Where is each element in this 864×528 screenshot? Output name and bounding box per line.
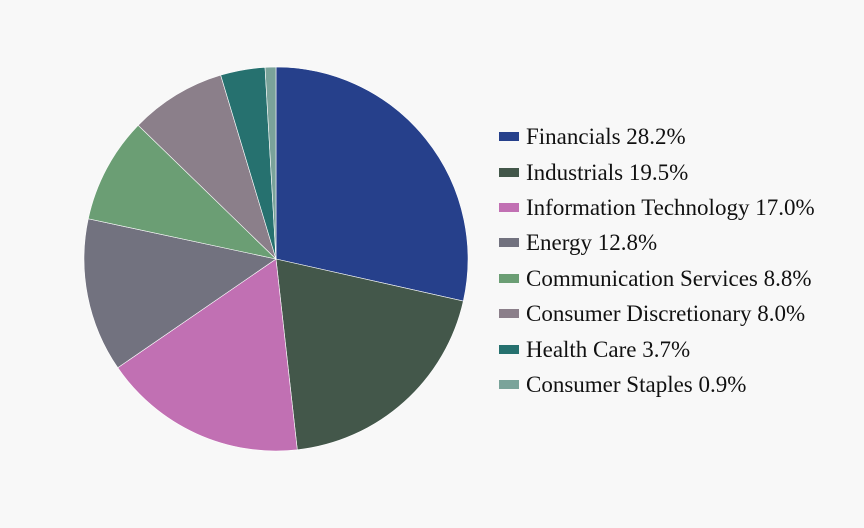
legend-label-financials: Financials 28.2% [526, 124, 686, 150]
pie-slice-communication-services [87, 124, 277, 260]
legend-swatch-consumer-discretionary [499, 309, 519, 319]
legend-item-financials: Financials 28.2% [499, 119, 815, 154]
legend-item-health-care: Health Care 3.7% [499, 331, 815, 366]
legend-swatch-industrials [499, 167, 519, 177]
legend-swatch-consumer-staples [499, 379, 519, 389]
pie-slice-consumer-staples [264, 66, 277, 260]
legend-item-information-technology: Information Technology 17.0% [499, 190, 815, 225]
legend-item-consumer-discretionary: Consumer Discretionary 8.0% [499, 296, 815, 331]
legend-swatch-financials [499, 132, 519, 142]
pie-slice-energy [83, 218, 277, 369]
pie-slice-information-technology [117, 258, 298, 452]
legend-label-communication-services: Communication Services 8.8% [526, 265, 812, 291]
legend-label-consumer-staples: Consumer Staples 0.9% [526, 371, 747, 397]
legend-label-health-care: Health Care 3.7% [526, 336, 691, 362]
legend-label-information-technology: Information Technology 17.0% [526, 194, 815, 220]
legend-swatch-energy [499, 238, 519, 248]
pie-slice-consumer-discretionary [137, 74, 277, 261]
legend: Financials 28.2% Industrials 19.5% Infor… [499, 119, 815, 402]
legend-label-consumer-discretionary: Consumer Discretionary 8.0% [526, 301, 806, 327]
legend-swatch-information-technology [499, 202, 519, 212]
legend-label-industrials: Industrials 19.5% [526, 159, 689, 185]
legend-item-communication-services: Communication Services 8.8% [499, 261, 815, 296]
legend-item-industrials: Industrials 19.5% [499, 154, 815, 189]
legend-label-energy: Energy 12.8% [526, 230, 658, 256]
legend-item-energy: Energy 12.8% [499, 225, 815, 260]
legend-item-consumer-staples: Consumer Staples 0.9% [499, 367, 815, 402]
legend-swatch-communication-services [499, 273, 519, 283]
pie-slice-financials [275, 66, 469, 302]
legend-swatch-health-care [499, 344, 519, 354]
pie-slice-industrials [275, 258, 464, 451]
